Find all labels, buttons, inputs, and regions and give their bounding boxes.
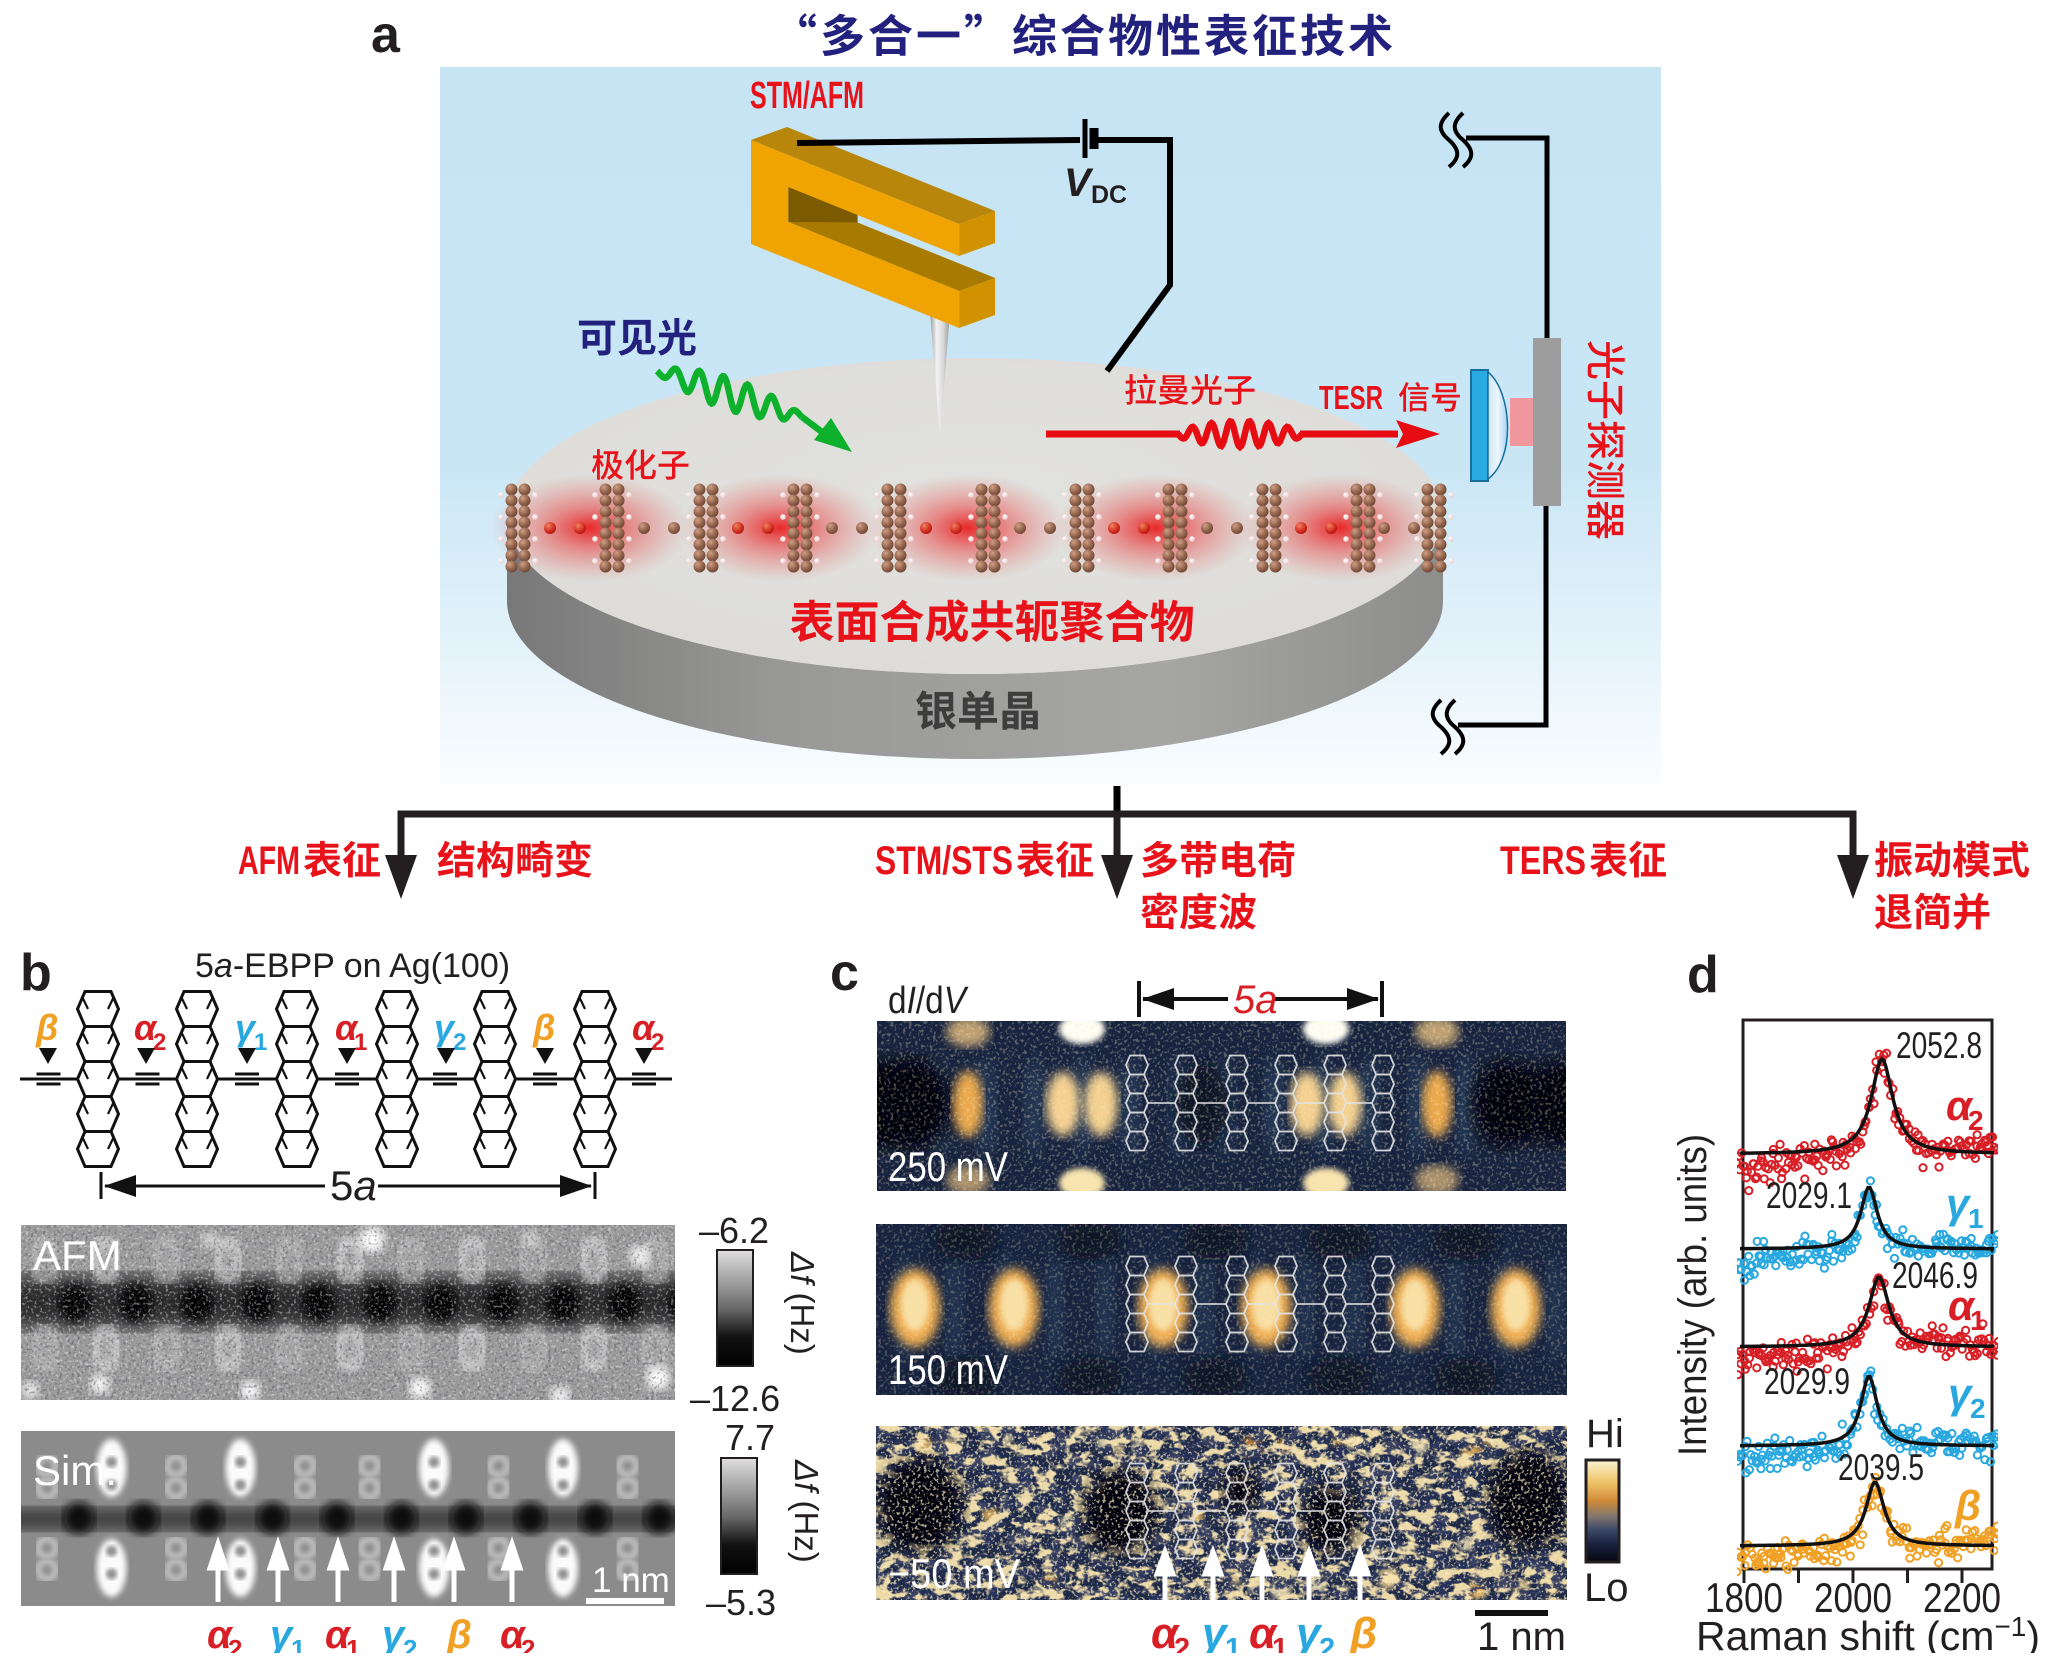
svg-text:Hi: Hi [1586,1412,1624,1456]
svg-text:2029.9: 2029.9 [1764,1361,1850,1402]
svg-text:2: 2 [153,1029,166,1056]
svg-text:α: α [325,1613,352,1653]
svg-text:2: 2 [228,1634,242,1653]
svg-text:β: β [35,1007,58,1048]
svg-text:1: 1 [346,1634,360,1653]
svg-text:AFM: AFM [33,1232,122,1279]
svg-text:2029.1: 2029.1 [1766,1175,1852,1216]
svg-text:γ: γ [1946,1180,1972,1227]
svg-text:STM/AFM: STM/AFM [750,75,864,117]
svg-text:γ: γ [434,1007,456,1048]
svg-text:DC: DC [1091,181,1127,209]
svg-text:1 nm: 1 nm [592,1561,670,1600]
svg-text:2052.8: 2052.8 [1896,1025,1982,1066]
svg-text:γ: γ [1296,1609,1323,1653]
svg-text:2046.9: 2046.9 [1892,1255,1978,1296]
svg-text:γ: γ [235,1007,257,1048]
svg-text:Intensity (arb. units): Intensity (arb. units) [1671,1134,1715,1456]
svg-text:α: α [500,1613,527,1653]
svg-text:2000: 2000 [1814,1574,1892,1621]
svg-text:2: 2 [1319,1633,1335,1653]
svg-text:α: α [632,1007,656,1048]
svg-text:α: α [207,1613,234,1653]
svg-text:α: α [134,1007,158,1048]
svg-text:2: 2 [1970,1393,1986,1424]
svg-text:1: 1 [1225,1633,1241,1653]
svg-text:1800: 1800 [1705,1574,1783,1621]
svg-text:2: 2 [521,1634,535,1653]
svg-text:γ: γ [270,1613,295,1653]
svg-text:Lo: Lo [1584,1566,1629,1610]
svg-text:Raman shift (cm−1): Raman shift (cm−1) [1696,1611,2040,1653]
svg-text:2: 2 [453,1029,466,1056]
svg-text:dI/dV: dI/dV [888,980,969,1022]
svg-text:1: 1 [1968,1203,1984,1234]
svg-text:2: 2 [651,1029,664,1056]
svg-text:α: α [335,1007,359,1048]
svg-text:1 nm: 1 nm [1477,1615,1566,1653]
svg-text:α: α [1249,1609,1278,1653]
svg-text:7.7: 7.7 [725,1417,775,1458]
svg-text:V: V [1064,161,1094,205]
svg-text:Sim.: Sim. [33,1447,117,1494]
svg-text:2039.5: 2039.5 [1838,1447,1924,1488]
svg-text:a: a [371,6,401,64]
svg-text:250 mV: 250 mV [888,1143,1008,1190]
svg-text:β: β [1349,1609,1377,1653]
svg-text:α: α [1946,1082,1974,1129]
svg-text:β: β [1954,1482,1981,1529]
svg-text:5a: 5a [330,1162,377,1209]
svg-text:2: 2 [403,1634,417,1653]
svg-text:1: 1 [291,1634,305,1653]
svg-text:α: α [1151,1609,1180,1653]
svg-text:γ: γ [382,1613,407,1653]
svg-text:γ: γ [1202,1609,1229,1653]
svg-text:TESR: TESR [1319,379,1383,416]
svg-text:5a-EBPP on Ag(100): 5a-EBPP on Ag(100) [195,947,510,985]
svg-text:–6.2: –6.2 [699,1210,769,1251]
svg-text:1: 1 [1272,1633,1288,1653]
svg-text:α: α [1948,1282,1976,1329]
svg-text:STM/STS: STM/STS [875,839,1013,883]
svg-text:Δf (Hz): Δf (Hz) [788,1459,825,1563]
svg-text:TERS: TERS [1500,839,1586,883]
svg-text:Δf (Hz): Δf (Hz) [784,1251,821,1355]
svg-text:c: c [830,944,859,1002]
svg-text:2: 2 [1174,1633,1190,1653]
svg-text:−50 mV: −50 mV [888,1550,1020,1597]
svg-text:d: d [1687,946,1719,1004]
svg-text:1: 1 [354,1029,367,1056]
svg-text:2: 2 [1968,1105,1984,1136]
svg-text:150 mV: 150 mV [888,1346,1008,1393]
svg-text:β: β [446,1613,472,1653]
svg-text:5a: 5a [1233,978,1278,1022]
svg-text:AFM: AFM [238,839,300,883]
svg-text:β: β [532,1007,555,1048]
svg-text:1: 1 [1970,1305,1986,1336]
svg-text:1: 1 [254,1029,267,1056]
svg-text:–12.6: –12.6 [690,1378,780,1419]
svg-text:–5.3: –5.3 [706,1582,776,1623]
svg-text:b: b [20,944,52,1002]
svg-text:2200: 2200 [1923,1574,2001,1621]
svg-text:γ: γ [1948,1370,1974,1417]
